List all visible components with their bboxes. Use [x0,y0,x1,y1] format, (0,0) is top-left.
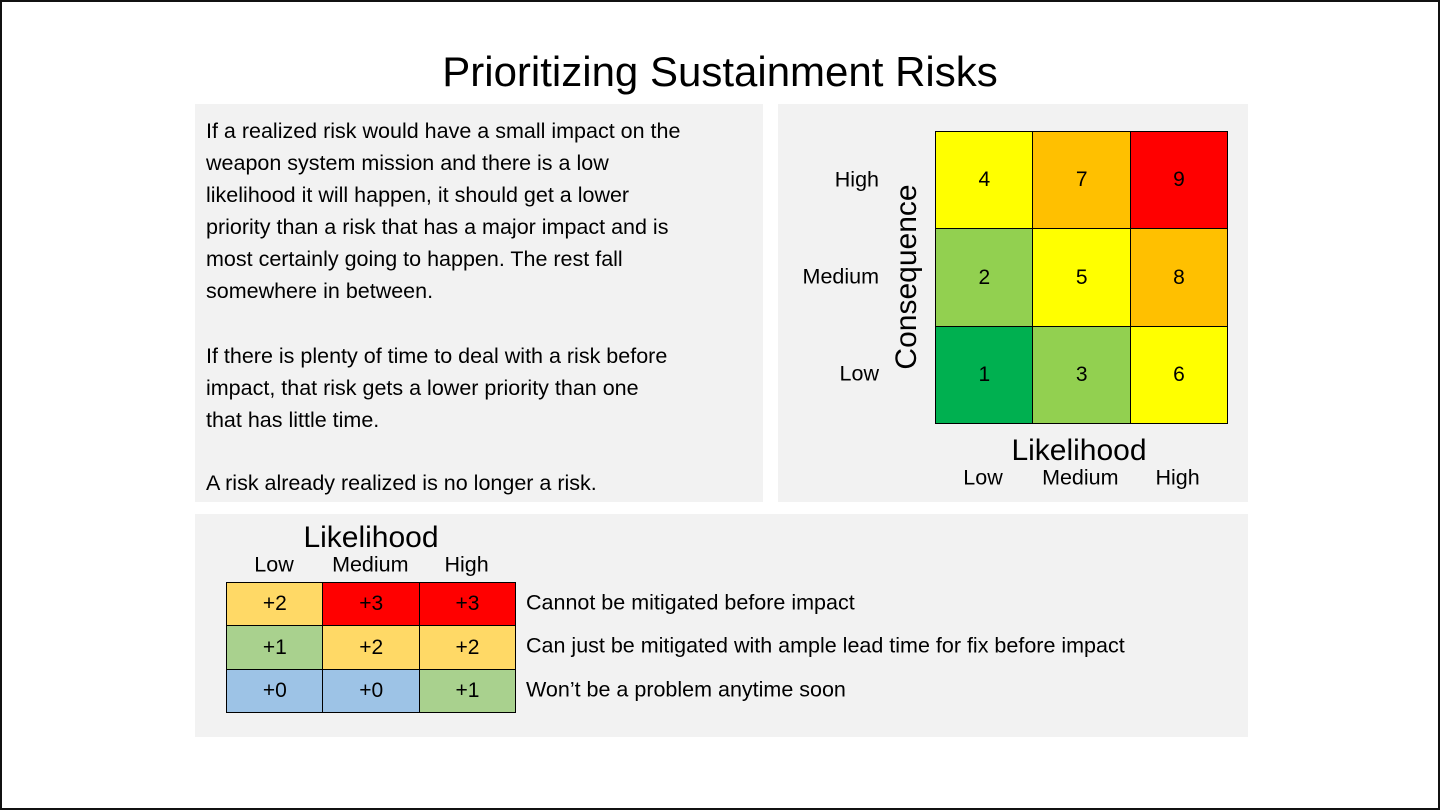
modifier-cell: +1 [226,625,324,671]
risk-matrix-cell: 4 [935,131,1034,230]
risk-matrix-cell: 5 [1032,228,1132,328]
risk-matrix-cell: 2 [935,228,1034,328]
consequence-row-label: Low [839,361,879,386]
paragraph-line: If a realized risk would have a small im… [206,119,681,143]
risk-matrix-cell: 3 [1032,325,1132,425]
paragraph-line: impact, that risk gets a lower priority … [206,376,639,400]
modifier-cell: +0 [226,668,324,714]
paragraph-line: that has little time. [206,408,380,432]
risk-matrix-cell: 7 [1032,131,1132,230]
risk-matrix-cell: 9 [1129,131,1229,230]
modifier-column-label: Medium [332,552,409,577]
risk-matrix-cell: 1 [935,325,1034,425]
consequence-axis-label: Consequence [890,184,923,370]
likelihood-column-label: High [1155,465,1200,490]
modifier-row-description: Cannot be mitigated before impact [526,590,855,615]
modifier-cell: +0 [322,668,421,714]
risk-matrix-cell: 6 [1129,325,1229,425]
paragraph-line: weapon system mission and there is a low [206,151,609,175]
likelihood-column-label: Medium [1042,465,1119,490]
modifier-cell: +2 [322,625,421,671]
consequence-row-label: High [834,167,879,192]
risk-matrix-cell: 8 [1129,228,1229,328]
modifier-column-label: High [444,552,489,577]
text-panel [195,104,763,502]
modifier-cell: +2 [418,625,517,671]
paragraph-line: somewhere in between. [206,279,434,303]
modifier-row-description: Can just be mitigated with ample lead ti… [526,633,1125,658]
paragraph-line: A risk already realized is no longer a r… [206,471,597,495]
likelihood-axis-label: Likelihood [1011,434,1147,467]
modifier-cell: +2 [226,582,324,627]
modifier-cell: +3 [322,582,421,627]
paragraph-line: If there is plenty of time to deal with … [206,344,668,368]
slide-title: Prioritizing Sustainment Risks [442,48,998,95]
modifier-cell: +3 [418,582,517,627]
modifier-cell: +1 [418,668,517,714]
modifier-likelihood-label: Likelihood [303,521,439,554]
modifier-row-description: Won’t be a problem anytime soon [526,677,846,702]
modifier-column-label: Low [254,552,294,577]
paragraph-line: priority than a risk that has a major im… [206,215,669,239]
consequence-row-label: Medium [802,264,879,289]
likelihood-column-label: Low [963,465,1003,490]
paragraph-line: likelihood it will happen, it should get… [206,183,630,207]
paragraph-line: most certainly going to happen. The rest… [206,247,623,271]
